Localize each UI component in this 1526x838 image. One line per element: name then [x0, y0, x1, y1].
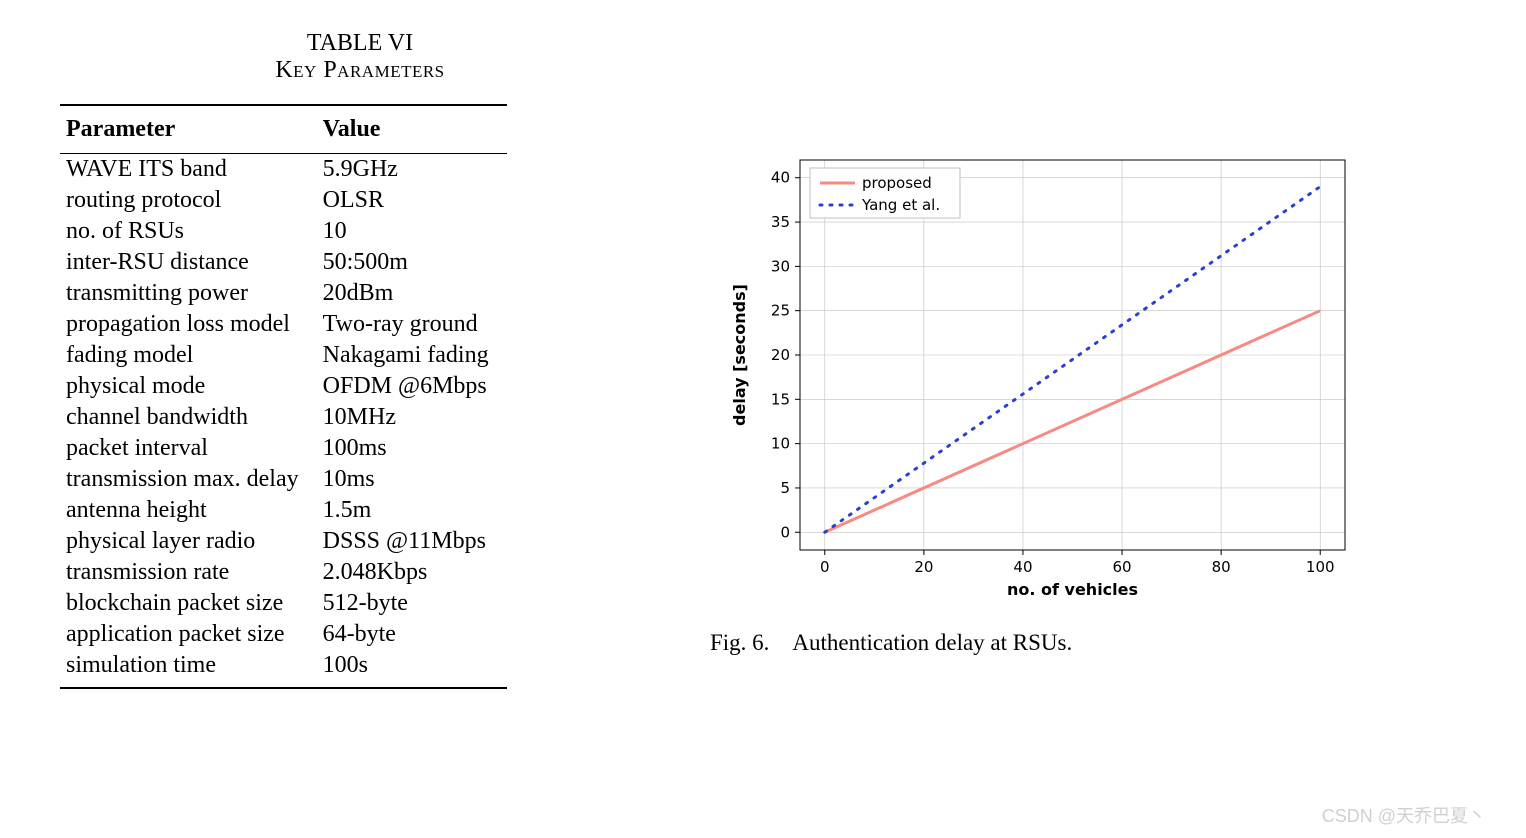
svg-text:35: 35: [771, 213, 790, 231]
param-value: 10: [317, 216, 507, 247]
svg-text:20: 20: [914, 558, 933, 576]
th-value: Value: [317, 105, 507, 154]
table-caption: TABLE VI Key Parameters: [60, 30, 660, 84]
table-row: no. of RSUs10: [60, 216, 507, 247]
param-value: OFDM @6Mbps: [317, 371, 507, 402]
svg-text:0: 0: [820, 558, 830, 576]
param-value: 1.5m: [317, 495, 507, 526]
table-row: propagation loss modelTwo-ray ground: [60, 309, 507, 340]
param-value: 512-byte: [317, 588, 507, 619]
table-row: inter-RSU distance50:500m: [60, 247, 507, 278]
svg-text:0: 0: [780, 523, 790, 541]
param-value: 10MHz: [317, 402, 507, 433]
table-row: WAVE ITS band5.9GHz: [60, 154, 507, 186]
table-title: Key Parameters: [60, 57, 660, 84]
svg-text:proposed: proposed: [862, 174, 932, 192]
param-value: 5.9GHz: [317, 154, 507, 186]
chart-container: 0 20 40 60 80 100 0 5 10 15 20 25 30 35 40 no. of vehic…: [710, 140, 1370, 610]
svg-text:100: 100: [1306, 558, 1335, 576]
param-value: 50:500m: [317, 247, 507, 278]
param-name: simulation time: [60, 650, 317, 688]
param-value: Nakagami fading: [317, 340, 507, 371]
svg-text:10: 10: [771, 435, 790, 453]
param-value: 100ms: [317, 433, 507, 464]
param-name: physical layer radio: [60, 526, 317, 557]
figure-caption: Fig. 6. Authentication delay at RSUs.: [710, 630, 1466, 656]
param-name: packet interval: [60, 433, 317, 464]
param-value: 64-byte: [317, 619, 507, 650]
table-row: simulation time100s: [60, 650, 507, 688]
table-row: physical layer radioDSSS @11Mbps: [60, 526, 507, 557]
svg-text:delay [seconds]: delay [seconds]: [730, 284, 749, 426]
table-row: routing protocolOLSR: [60, 185, 507, 216]
param-name: fading model: [60, 340, 317, 371]
svg-text:Yang et al.: Yang et al.: [861, 196, 940, 214]
parameters-table: Parameter Value WAVE ITS band5.9GHzrouti…: [60, 104, 507, 689]
table-row: blockchain packet size512-byte: [60, 588, 507, 619]
table-row: channel bandwidth10MHz: [60, 402, 507, 433]
table-row: transmission max. delay10ms: [60, 464, 507, 495]
svg-text:60: 60: [1112, 558, 1131, 576]
svg-text:15: 15: [771, 390, 790, 408]
param-name: physical mode: [60, 371, 317, 402]
param-value: OLSR: [317, 185, 507, 216]
line-chart: 0 20 40 60 80 100 0 5 10 15 20 25 30 35 40 no. of vehic…: [710, 140, 1370, 610]
table-row: antenna height1.5m: [60, 495, 507, 526]
param-name: application packet size: [60, 619, 317, 650]
param-value: 100s: [317, 650, 507, 688]
svg-text:40: 40: [1013, 558, 1032, 576]
watermark: CSDN @天乔巴夏丶: [1322, 802, 1486, 828]
table-row: transmitting power20dBm: [60, 278, 507, 309]
table-number: TABLE VI: [60, 30, 660, 57]
param-name: antenna height: [60, 495, 317, 526]
svg-text:25: 25: [771, 302, 790, 320]
param-name: blockchain packet size: [60, 588, 317, 619]
param-value: 20dBm: [317, 278, 507, 309]
svg-text:80: 80: [1212, 558, 1231, 576]
svg-text:no. of vehicles: no. of vehicles: [1007, 580, 1138, 599]
param-name: routing protocol: [60, 185, 317, 216]
svg-text:5: 5: [780, 479, 790, 497]
param-name: propagation loss model: [60, 309, 317, 340]
param-name: no. of RSUs: [60, 216, 317, 247]
param-value: 10ms: [317, 464, 507, 495]
table-row: transmission rate2.048Kbps: [60, 557, 507, 588]
table-row: fading modelNakagami fading: [60, 340, 507, 371]
param-name: inter-RSU distance: [60, 247, 317, 278]
param-name: transmitting power: [60, 278, 317, 309]
param-value: Two-ray ground: [317, 309, 507, 340]
svg-text:20: 20: [771, 346, 790, 364]
param-name: WAVE ITS band: [60, 154, 317, 186]
param-name: transmission max. delay: [60, 464, 317, 495]
table-row: packet interval100ms: [60, 433, 507, 464]
table-row: application packet size64-byte: [60, 619, 507, 650]
svg-text:40: 40: [771, 169, 790, 187]
param-name: transmission rate: [60, 557, 317, 588]
param-value: DSSS @11Mbps: [317, 526, 507, 557]
table-row: physical modeOFDM @6Mbps: [60, 371, 507, 402]
svg-text:30: 30: [771, 257, 790, 275]
th-parameter: Parameter: [60, 105, 317, 154]
param-name: channel bandwidth: [60, 402, 317, 433]
param-value: 2.048Kbps: [317, 557, 507, 588]
